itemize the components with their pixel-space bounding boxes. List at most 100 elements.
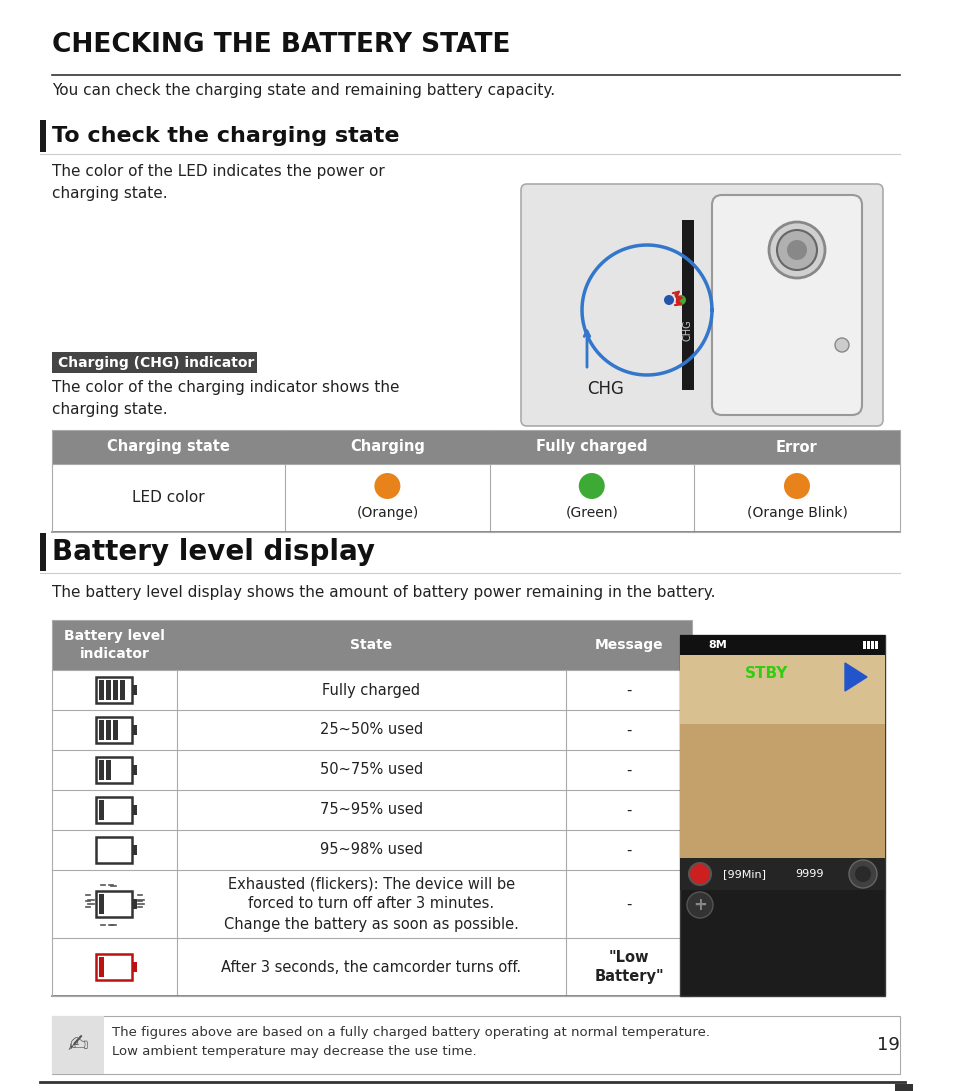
Text: The color of the charging indicator shows the
charging state.: The color of the charging indicator show… bbox=[52, 380, 399, 417]
Text: STBY: STBY bbox=[744, 666, 787, 681]
Text: ✍: ✍ bbox=[68, 1033, 89, 1057]
Text: 95~98% used: 95~98% used bbox=[319, 842, 422, 858]
Bar bbox=[132, 726, 137, 735]
Text: [99Min]: [99Min] bbox=[722, 870, 765, 879]
Circle shape bbox=[578, 473, 604, 499]
FancyBboxPatch shape bbox=[711, 195, 862, 415]
Text: -: - bbox=[625, 803, 631, 817]
Circle shape bbox=[848, 860, 876, 888]
Bar bbox=[40, 120, 46, 152]
Bar bbox=[96, 891, 132, 918]
Text: (Green): (Green) bbox=[565, 506, 618, 520]
Bar bbox=[120, 680, 125, 700]
Bar bbox=[99, 957, 104, 978]
Text: Message: Message bbox=[594, 638, 662, 652]
Text: 8M: 8M bbox=[707, 640, 726, 650]
Bar bbox=[52, 620, 691, 996]
Bar bbox=[894, 1084, 912, 1091]
Bar bbox=[679, 635, 884, 996]
Bar bbox=[113, 720, 118, 740]
Text: (Orange): (Orange) bbox=[355, 506, 418, 520]
Bar bbox=[52, 352, 256, 373]
Bar bbox=[679, 635, 884, 858]
Bar bbox=[99, 680, 104, 700]
Bar bbox=[96, 678, 132, 703]
Circle shape bbox=[834, 338, 848, 352]
Text: Exhausted (flickers): The device will be
forced to turn off after 3 minutes.
Cha: Exhausted (flickers): The device will be… bbox=[224, 876, 518, 932]
Circle shape bbox=[688, 863, 710, 885]
Text: -: - bbox=[625, 683, 631, 697]
Bar bbox=[679, 858, 884, 890]
Text: -: - bbox=[625, 763, 631, 778]
Bar bbox=[96, 837, 132, 863]
Text: 25~50% used: 25~50% used bbox=[319, 722, 422, 738]
Circle shape bbox=[686, 892, 712, 918]
Text: (Orange Blink): (Orange Blink) bbox=[746, 506, 846, 520]
Text: +: + bbox=[692, 896, 706, 914]
Text: CHECKING THE BATTERY STATE: CHECKING THE BATTERY STATE bbox=[52, 32, 510, 58]
Circle shape bbox=[854, 866, 870, 882]
Text: Charging state: Charging state bbox=[107, 440, 230, 455]
Polygon shape bbox=[844, 663, 866, 691]
Text: 75~95% used: 75~95% used bbox=[319, 803, 422, 817]
Text: The color of the LED indicates the power or
charging state.: The color of the LED indicates the power… bbox=[52, 164, 384, 201]
Text: Battery level display: Battery level display bbox=[52, 538, 375, 566]
Bar bbox=[866, 642, 869, 649]
Text: Error: Error bbox=[776, 440, 817, 455]
Text: To check the charging state: To check the charging state bbox=[52, 125, 399, 146]
Bar bbox=[132, 899, 137, 909]
Text: Charging (CHG) indicator: Charging (CHG) indicator bbox=[58, 356, 254, 370]
Text: 50~75% used: 50~75% used bbox=[319, 763, 422, 778]
Bar bbox=[113, 680, 118, 700]
Circle shape bbox=[776, 230, 816, 269]
Text: -: - bbox=[625, 842, 631, 858]
Bar bbox=[132, 962, 137, 972]
Circle shape bbox=[786, 240, 806, 260]
Bar bbox=[52, 1016, 899, 1074]
Bar bbox=[52, 620, 691, 670]
Text: Fully charged: Fully charged bbox=[322, 683, 420, 697]
Bar bbox=[107, 680, 112, 700]
Text: 19: 19 bbox=[876, 1036, 899, 1054]
Text: CHG: CHG bbox=[586, 380, 623, 398]
Bar bbox=[107, 760, 112, 780]
Bar bbox=[52, 1016, 104, 1074]
Circle shape bbox=[768, 221, 824, 278]
Circle shape bbox=[374, 473, 400, 499]
Text: Fully charged: Fully charged bbox=[536, 440, 647, 455]
Bar bbox=[132, 805, 137, 815]
Text: LED color: LED color bbox=[132, 491, 205, 505]
Bar bbox=[679, 635, 884, 724]
Bar bbox=[132, 685, 137, 695]
Bar bbox=[52, 430, 899, 464]
Bar bbox=[96, 757, 132, 783]
Bar bbox=[52, 430, 899, 532]
Bar bbox=[99, 720, 104, 740]
Bar bbox=[132, 846, 137, 855]
Text: 9999: 9999 bbox=[795, 870, 823, 879]
FancyBboxPatch shape bbox=[520, 184, 882, 425]
Text: Battery level
indicator: Battery level indicator bbox=[64, 630, 165, 661]
Text: -: - bbox=[625, 722, 631, 738]
Text: "Low
Battery": "Low Battery" bbox=[594, 950, 663, 984]
Bar bbox=[40, 533, 46, 571]
Bar bbox=[132, 765, 137, 775]
Circle shape bbox=[676, 295, 685, 305]
Bar bbox=[96, 717, 132, 743]
Bar bbox=[874, 642, 877, 649]
Bar bbox=[99, 760, 104, 780]
Bar bbox=[870, 642, 873, 649]
Bar bbox=[862, 642, 865, 649]
Bar bbox=[96, 954, 132, 980]
Circle shape bbox=[663, 295, 673, 305]
Text: State: State bbox=[350, 638, 392, 652]
Text: The battery level display shows the amount of battery power remaining in the bat: The battery level display shows the amou… bbox=[52, 585, 715, 600]
Text: After 3 seconds, the camcorder turns off.: After 3 seconds, the camcorder turns off… bbox=[221, 959, 521, 974]
Text: Charging: Charging bbox=[350, 440, 424, 455]
Circle shape bbox=[783, 473, 809, 499]
Bar bbox=[107, 720, 112, 740]
Bar bbox=[96, 798, 132, 823]
Text: You can check the charging state and remaining battery capacity.: You can check the charging state and rem… bbox=[52, 83, 555, 98]
Bar bbox=[681, 220, 693, 389]
Bar bbox=[99, 894, 104, 914]
